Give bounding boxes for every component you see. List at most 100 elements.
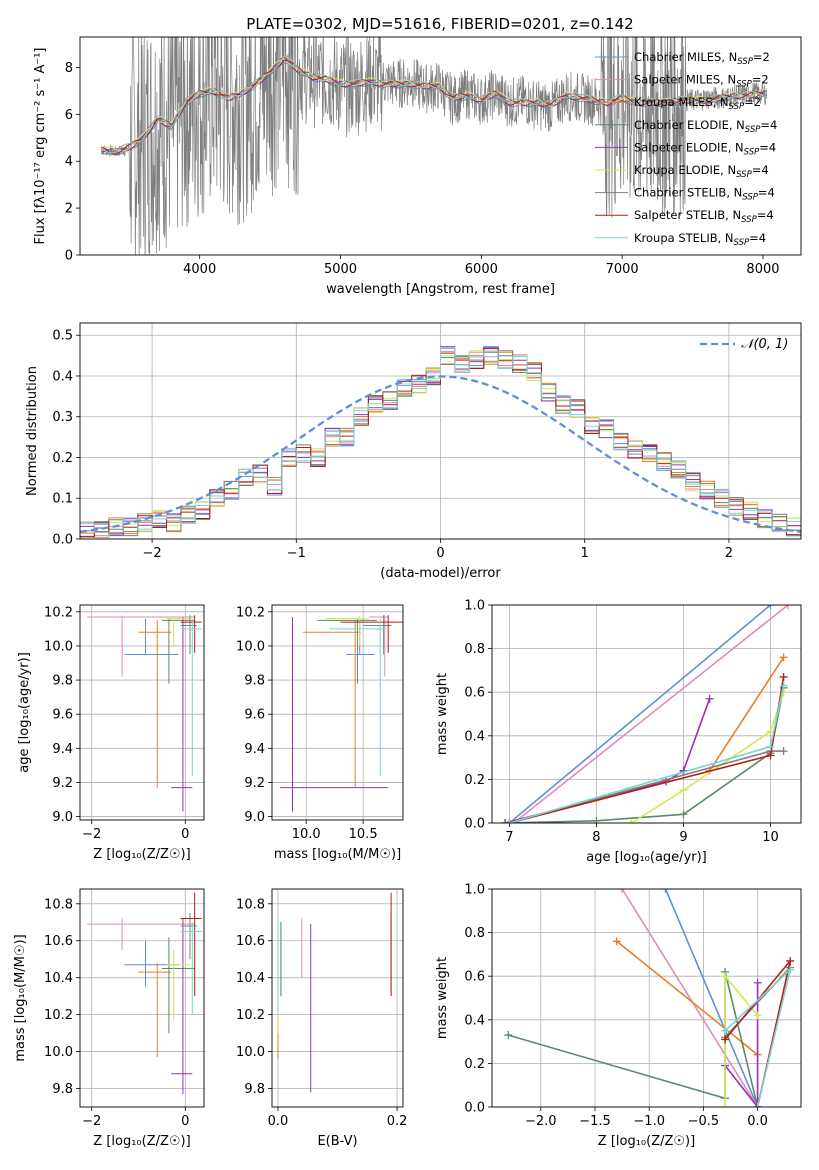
axes-frame <box>79 36 802 256</box>
x-tick-label: −1.0 <box>633 1114 665 1129</box>
legend-sub: SSP <box>741 215 757 225</box>
marker-plus <box>753 1103 762 1107</box>
y-tick-label: 0.0 <box>464 817 485 832</box>
x-axis-label: E(B-V) <box>317 1134 357 1149</box>
legend-entry-kroupa_miles: Kroupa MILES, NSSP=2 <box>634 95 761 112</box>
errorbar-salpeter_elodie <box>171 616 193 812</box>
y-tick-label: 0.0 <box>464 1101 485 1116</box>
legend-text-end: =4 <box>758 186 775 200</box>
legend-entry-chabrier_elodie: Chabrier ELODIE, NSSP=4 <box>634 118 777 135</box>
y-tick-label: 0.4 <box>464 1013 485 1028</box>
y-tick-label: 9.4 <box>52 742 73 757</box>
legend-text-end: =4 <box>752 163 769 177</box>
y-tick-label: 0.8 <box>464 926 485 941</box>
legend-text: Salpeter STELIB, N <box>634 208 741 222</box>
y-tick-label: 10.6 <box>236 934 265 949</box>
x-tick-label: 1 <box>581 546 589 561</box>
errorbar-chabrier_miles <box>124 940 179 987</box>
errorbar-chabrier_miles <box>124 618 179 655</box>
y-tick-label: 0.4 <box>464 729 485 744</box>
legend-entry-kroupa_stelib: Kroupa STELIB, NSSP=4 <box>634 231 766 248</box>
y-tick-label: 0.6 <box>464 970 485 985</box>
gaussian-curve <box>80 375 801 534</box>
errorbar-salpeter_elodie <box>279 616 389 812</box>
errorbar-chabrier_elodie <box>161 937 195 1034</box>
legend-text: Salpeter MILES, N <box>634 73 736 87</box>
errorbar-kroupa_elodie <box>166 949 190 1021</box>
y-tick-label: 6 <box>65 108 73 123</box>
errorbar-kroupa_miles <box>138 962 172 1058</box>
errorbar-salpeter_miles <box>87 918 195 950</box>
y-tick-label: 0.2 <box>464 1057 485 1072</box>
mass-weight-line-salpeter_miles <box>513 605 789 823</box>
marker-plus <box>783 605 792 609</box>
marker-plus <box>779 672 788 681</box>
errorbar-salpeter_elodie <box>171 918 193 1095</box>
y-tick-label: 2 <box>65 202 73 217</box>
marker-plus <box>618 889 627 893</box>
marker-plus <box>779 653 788 662</box>
mass-weight-line-salpeter_elodie <box>504 698 711 823</box>
y-tick-label: 0.8 <box>464 642 485 657</box>
x-tick-label: 0.2 <box>387 1114 408 1129</box>
legend-entry-gaussian: 𝒩(0, 1) <box>741 337 788 352</box>
x-tick-label: −2 <box>82 827 101 842</box>
x-tick-label: 10.5 <box>349 827 378 842</box>
panel-mass-vs-age: 10.0 10.5 9.0 9.2 9.4 9.6 9.8 10.0 10.2 mass [log… <box>236 604 404 862</box>
model-line-kroupa_stelib <box>100 55 767 154</box>
plot-area <box>87 615 202 812</box>
axes-frame <box>79 322 802 540</box>
x-tick-label: −1.5 <box>579 1114 611 1129</box>
marker-plus <box>592 816 601 823</box>
x-tick-label: −1 <box>287 546 306 561</box>
y-axis-label: mass weight <box>435 673 450 755</box>
errorbar-salpeter_miles <box>87 615 195 677</box>
x-tick-label: 10.0 <box>292 827 321 842</box>
y-axis-label: Normed distribution <box>25 366 40 496</box>
y-tick-label: 0.6 <box>464 686 485 701</box>
y-tick-label: 9.4 <box>244 742 265 757</box>
marker-plus <box>721 1026 730 1035</box>
legend-sub: SSP <box>736 170 752 180</box>
y-tick-label: 1.0 <box>464 883 485 898</box>
mass-weight-line-chabrier_elodie <box>508 971 759 1107</box>
marker-plus <box>505 819 514 823</box>
y-tick-label: 9.6 <box>244 708 265 723</box>
x-tick-label: −2 <box>82 1114 101 1129</box>
marker-plus <box>786 956 795 965</box>
mass-weight-line-kroupa_miles <box>616 940 759 1056</box>
y-tick-label: 1.0 <box>464 599 485 614</box>
legend-entry-kroupa_elodie: Kroupa ELODIE, NSSP=4 <box>634 163 769 180</box>
legend-text: Kroupa STELIB, N <box>634 231 734 245</box>
axes-frame <box>79 888 205 1108</box>
marker-plus <box>501 819 510 823</box>
marker-plus <box>679 810 688 819</box>
marker-plus <box>766 605 775 609</box>
y-tick-label: 10.2 <box>44 605 73 620</box>
y-tick-label: 0.2 <box>464 773 485 788</box>
mass-weight-line-kroupa_stelib <box>509 685 785 823</box>
y-tick-label: 0.2 <box>52 451 73 466</box>
legend-entry-salpeter_elodie: Salpeter ELODIE, NSSP=4 <box>634 140 776 157</box>
y-tick-label: 9.8 <box>244 674 265 689</box>
y-tick-label: 9.2 <box>52 776 73 791</box>
marker-plus <box>721 972 730 981</box>
plot-area <box>87 892 202 1095</box>
legend-text-end: =4 <box>749 231 766 245</box>
y-tick-label: 10.8 <box>44 897 73 912</box>
y-tick-label: 10.0 <box>236 639 265 654</box>
y-tick-label: 9.8 <box>52 674 73 689</box>
y-tick-label: 0.3 <box>52 410 73 425</box>
x-tick-label: 0 <box>181 1114 189 1129</box>
legend-text: Kroupa ELODIE, N <box>634 163 736 177</box>
legend-entry-salpeter_stelib: Salpeter STELIB, NSSP=4 <box>634 208 774 225</box>
marker-plus <box>766 751 775 760</box>
errorbar-salpeter_stelib <box>180 892 202 997</box>
y-tick-label: 9.8 <box>244 1082 265 1097</box>
panel-z-vs-age: −2 0 9.0 9.2 9.4 9.6 9.8 10.0 10.2 Z [log₁₀(Z/Z☉)… <box>17 604 205 862</box>
x-tick-label: −2.0 <box>525 1114 557 1129</box>
y-tick-label: 10.0 <box>44 639 73 654</box>
x-tick-label: 2 <box>725 546 733 561</box>
x-tick-label: −2 <box>143 546 162 561</box>
